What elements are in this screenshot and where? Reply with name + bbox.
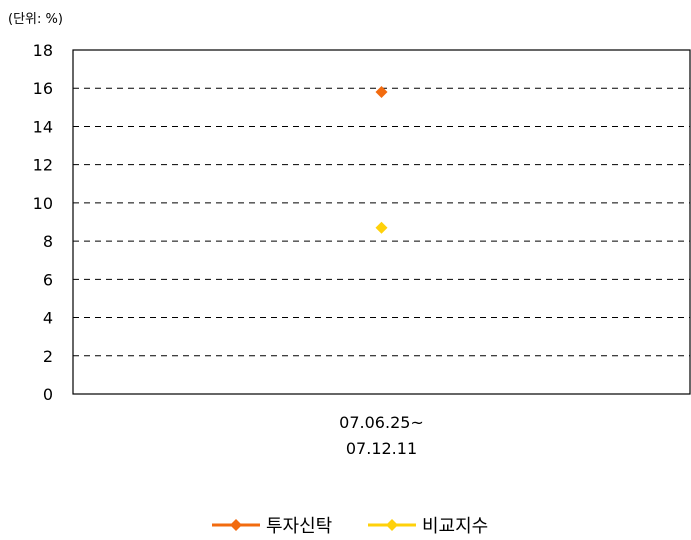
y-tick-label: 12 xyxy=(33,156,53,175)
y-tick-label: 2 xyxy=(43,347,53,366)
unit-label: (단위: %) xyxy=(8,12,63,27)
gridlines xyxy=(73,87,690,357)
y-tick-label: 6 xyxy=(43,270,53,289)
data-point xyxy=(375,221,388,234)
data-points xyxy=(375,86,388,234)
legend-label: 비교지수 xyxy=(422,516,488,537)
legend-marker xyxy=(386,519,398,531)
y-tick-label: 16 xyxy=(33,79,53,98)
y-tick-label: 18 xyxy=(33,41,53,60)
y-tick-label: 10 xyxy=(33,194,53,213)
y-tick-label: 4 xyxy=(43,309,53,328)
legend-label: 투자신탁 xyxy=(266,516,332,537)
y-tick-label: 8 xyxy=(43,232,53,251)
plot-area xyxy=(72,49,691,395)
y-tick-label: 14 xyxy=(33,117,53,136)
x-axis-categories: 07.06.25~ 07.12.11 xyxy=(339,413,424,458)
y-tick-label: 0 xyxy=(43,385,53,404)
legend: 투자신탁 비교지수 xyxy=(212,516,488,537)
y-axis-ticks: 0 2 4 6 8 10 12 14 16 18 xyxy=(33,41,53,404)
x-category-label: 07.06.25~ 07.12.11 xyxy=(339,413,424,458)
data-point xyxy=(375,86,388,99)
legend-marker xyxy=(230,519,242,531)
